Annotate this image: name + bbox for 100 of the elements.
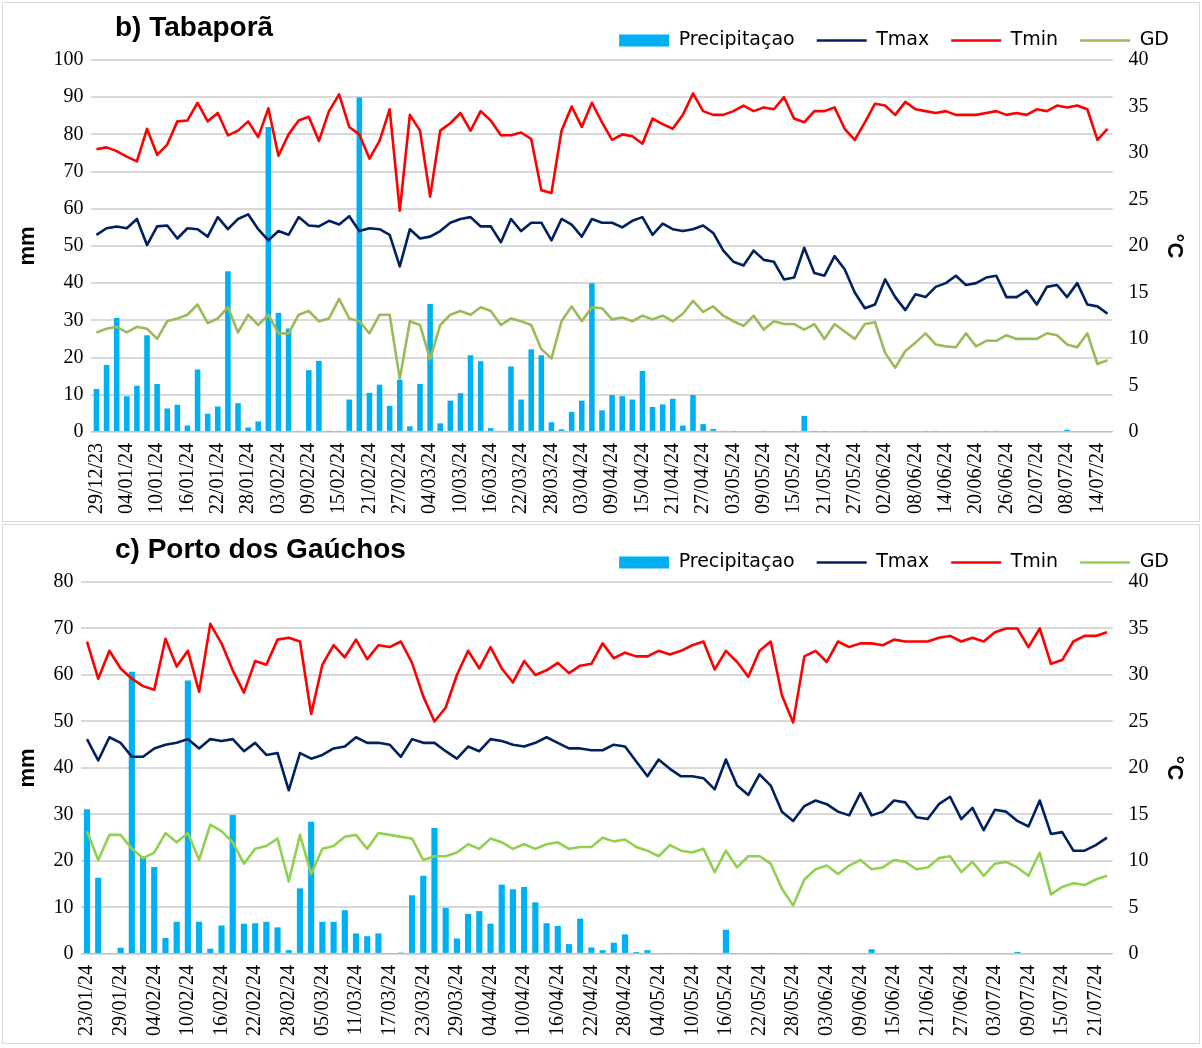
- x-tick-label: 15/05/24: [781, 442, 804, 515]
- y2-tick-label: 10: [1128, 848, 1149, 871]
- bar: [83, 809, 91, 953]
- bar: [437, 423, 444, 431]
- bar: [229, 814, 236, 953]
- y-axis-title: mm: [14, 748, 40, 788]
- x-tick-label: 22/01/24: [205, 442, 228, 515]
- x-tick-label: 22/03/24: [508, 442, 531, 515]
- bar: [225, 271, 231, 431]
- bar: [477, 361, 484, 431]
- x-tick-label: 02/06/24: [872, 442, 895, 515]
- y-tick-label: 30: [63, 307, 84, 330]
- y2-tick-label: 0: [1128, 941, 1139, 964]
- bar: [274, 927, 281, 953]
- bar: [532, 902, 539, 953]
- x-tick-label: 28/05/24: [780, 964, 803, 1037]
- bar: [139, 856, 147, 953]
- x-tick-label: 16/02/24: [208, 964, 231, 1037]
- y-tick-label: 10: [53, 894, 74, 917]
- bar: [554, 926, 561, 953]
- x-tick-label: 16/04/24: [545, 964, 568, 1037]
- bar: [255, 421, 262, 431]
- bar: [117, 947, 124, 953]
- y-tick-label: 30: [53, 801, 74, 824]
- y2-tick-label: 40: [1128, 47, 1149, 70]
- x-tick-label: 29/03/24: [444, 964, 467, 1037]
- bar: [659, 404, 666, 431]
- x-tick-label: 28/01/24: [235, 442, 258, 515]
- y2-tick-label: 35: [1128, 93, 1149, 116]
- x-tick-label: 26/06/24: [993, 442, 1016, 515]
- bar: [690, 395, 696, 431]
- x-tick-label: 29/01/24: [107, 964, 130, 1037]
- bar: [173, 921, 180, 953]
- x-tick-label: 28/02/24: [276, 964, 299, 1037]
- x-tick-label: 21/07/24: [1083, 964, 1106, 1037]
- x-tick-label: 29/12/23: [83, 442, 106, 515]
- x-tick-label: 15/02/24: [326, 442, 349, 515]
- x-tick-label: 08/07/24: [1054, 442, 1077, 515]
- x-tick-label: 17/03/24: [376, 964, 399, 1037]
- x-tick-label: 10/05/24: [679, 964, 702, 1037]
- chart-title: b) Tabaporã: [115, 11, 274, 43]
- bar: [801, 415, 807, 431]
- y-tick-label: 50: [63, 233, 84, 256]
- bar: [408, 895, 416, 953]
- bar: [579, 400, 585, 431]
- x-tick-label: 08/06/24: [902, 442, 925, 515]
- bar: [144, 335, 150, 431]
- bar: [599, 950, 606, 953]
- y2-tick-label: 30: [1128, 140, 1149, 163]
- bar: [346, 399, 353, 431]
- x-tick-label: 21/05/24: [811, 442, 834, 515]
- y2-tick-label: 10: [1128, 326, 1149, 349]
- x-tick-label: 03/02/24: [265, 442, 288, 515]
- y2-tick-label: 5: [1128, 372, 1139, 395]
- x-tick-label: 14/07/24: [1084, 442, 1107, 515]
- x-tick-label: 10/04/24: [511, 964, 534, 1037]
- x-tick-label: 16/01/24: [174, 442, 197, 515]
- x-tick-label: 09/07/24: [1015, 964, 1038, 1037]
- x-tick-label: 09/02/24: [296, 442, 319, 515]
- y-tick-label: 0: [73, 419, 84, 442]
- x-tick-label: 14/06/24: [933, 442, 956, 515]
- x-tick-label: 21/06/24: [914, 964, 937, 1037]
- bar: [215, 406, 221, 431]
- bar: [151, 866, 158, 953]
- bar: [453, 938, 460, 953]
- x-tick-label: 10/03/24: [447, 442, 470, 515]
- bar: [722, 929, 729, 953]
- x-tick-label: 10/02/24: [175, 964, 198, 1037]
- bar: [619, 396, 625, 431]
- bar: [417, 383, 423, 431]
- x-tick-label: 16/05/24: [713, 964, 736, 1037]
- x-tick-label: 28/04/24: [612, 964, 635, 1037]
- y2-axis-title: °C: [1162, 233, 1188, 259]
- bar: [518, 399, 524, 431]
- bar: [644, 950, 651, 953]
- bar: [366, 392, 373, 431]
- y2-tick-label: 15: [1128, 801, 1149, 824]
- y-tick-label: 0: [63, 941, 74, 964]
- bar: [528, 349, 534, 431]
- x-tick-label: 15/07/24: [1049, 964, 1072, 1037]
- legend-label: Precipitaçao: [678, 27, 795, 50]
- bar: [184, 680, 191, 953]
- bar: [218, 925, 225, 953]
- bar: [427, 303, 433, 431]
- legend-label: Tmax: [875, 549, 930, 572]
- legend-label: Tmin: [1009, 27, 1059, 50]
- bar: [868, 949, 875, 953]
- x-tick-label: 28/03/24: [538, 442, 561, 515]
- bar: [610, 942, 617, 953]
- y-tick-label: 60: [63, 196, 84, 218]
- x-tick-label: 23/01/24: [74, 964, 97, 1037]
- bar: [488, 428, 494, 431]
- x-tick-label: 10/01/24: [144, 442, 167, 515]
- bar: [621, 934, 629, 953]
- bar: [467, 355, 474, 431]
- x-tick-label: 27/04/24: [690, 442, 713, 515]
- y-tick-label: 10: [63, 381, 84, 404]
- y2-tick-label: 5: [1128, 894, 1139, 917]
- x-tick-label: 03/06/24: [814, 964, 837, 1037]
- bar: [174, 404, 181, 431]
